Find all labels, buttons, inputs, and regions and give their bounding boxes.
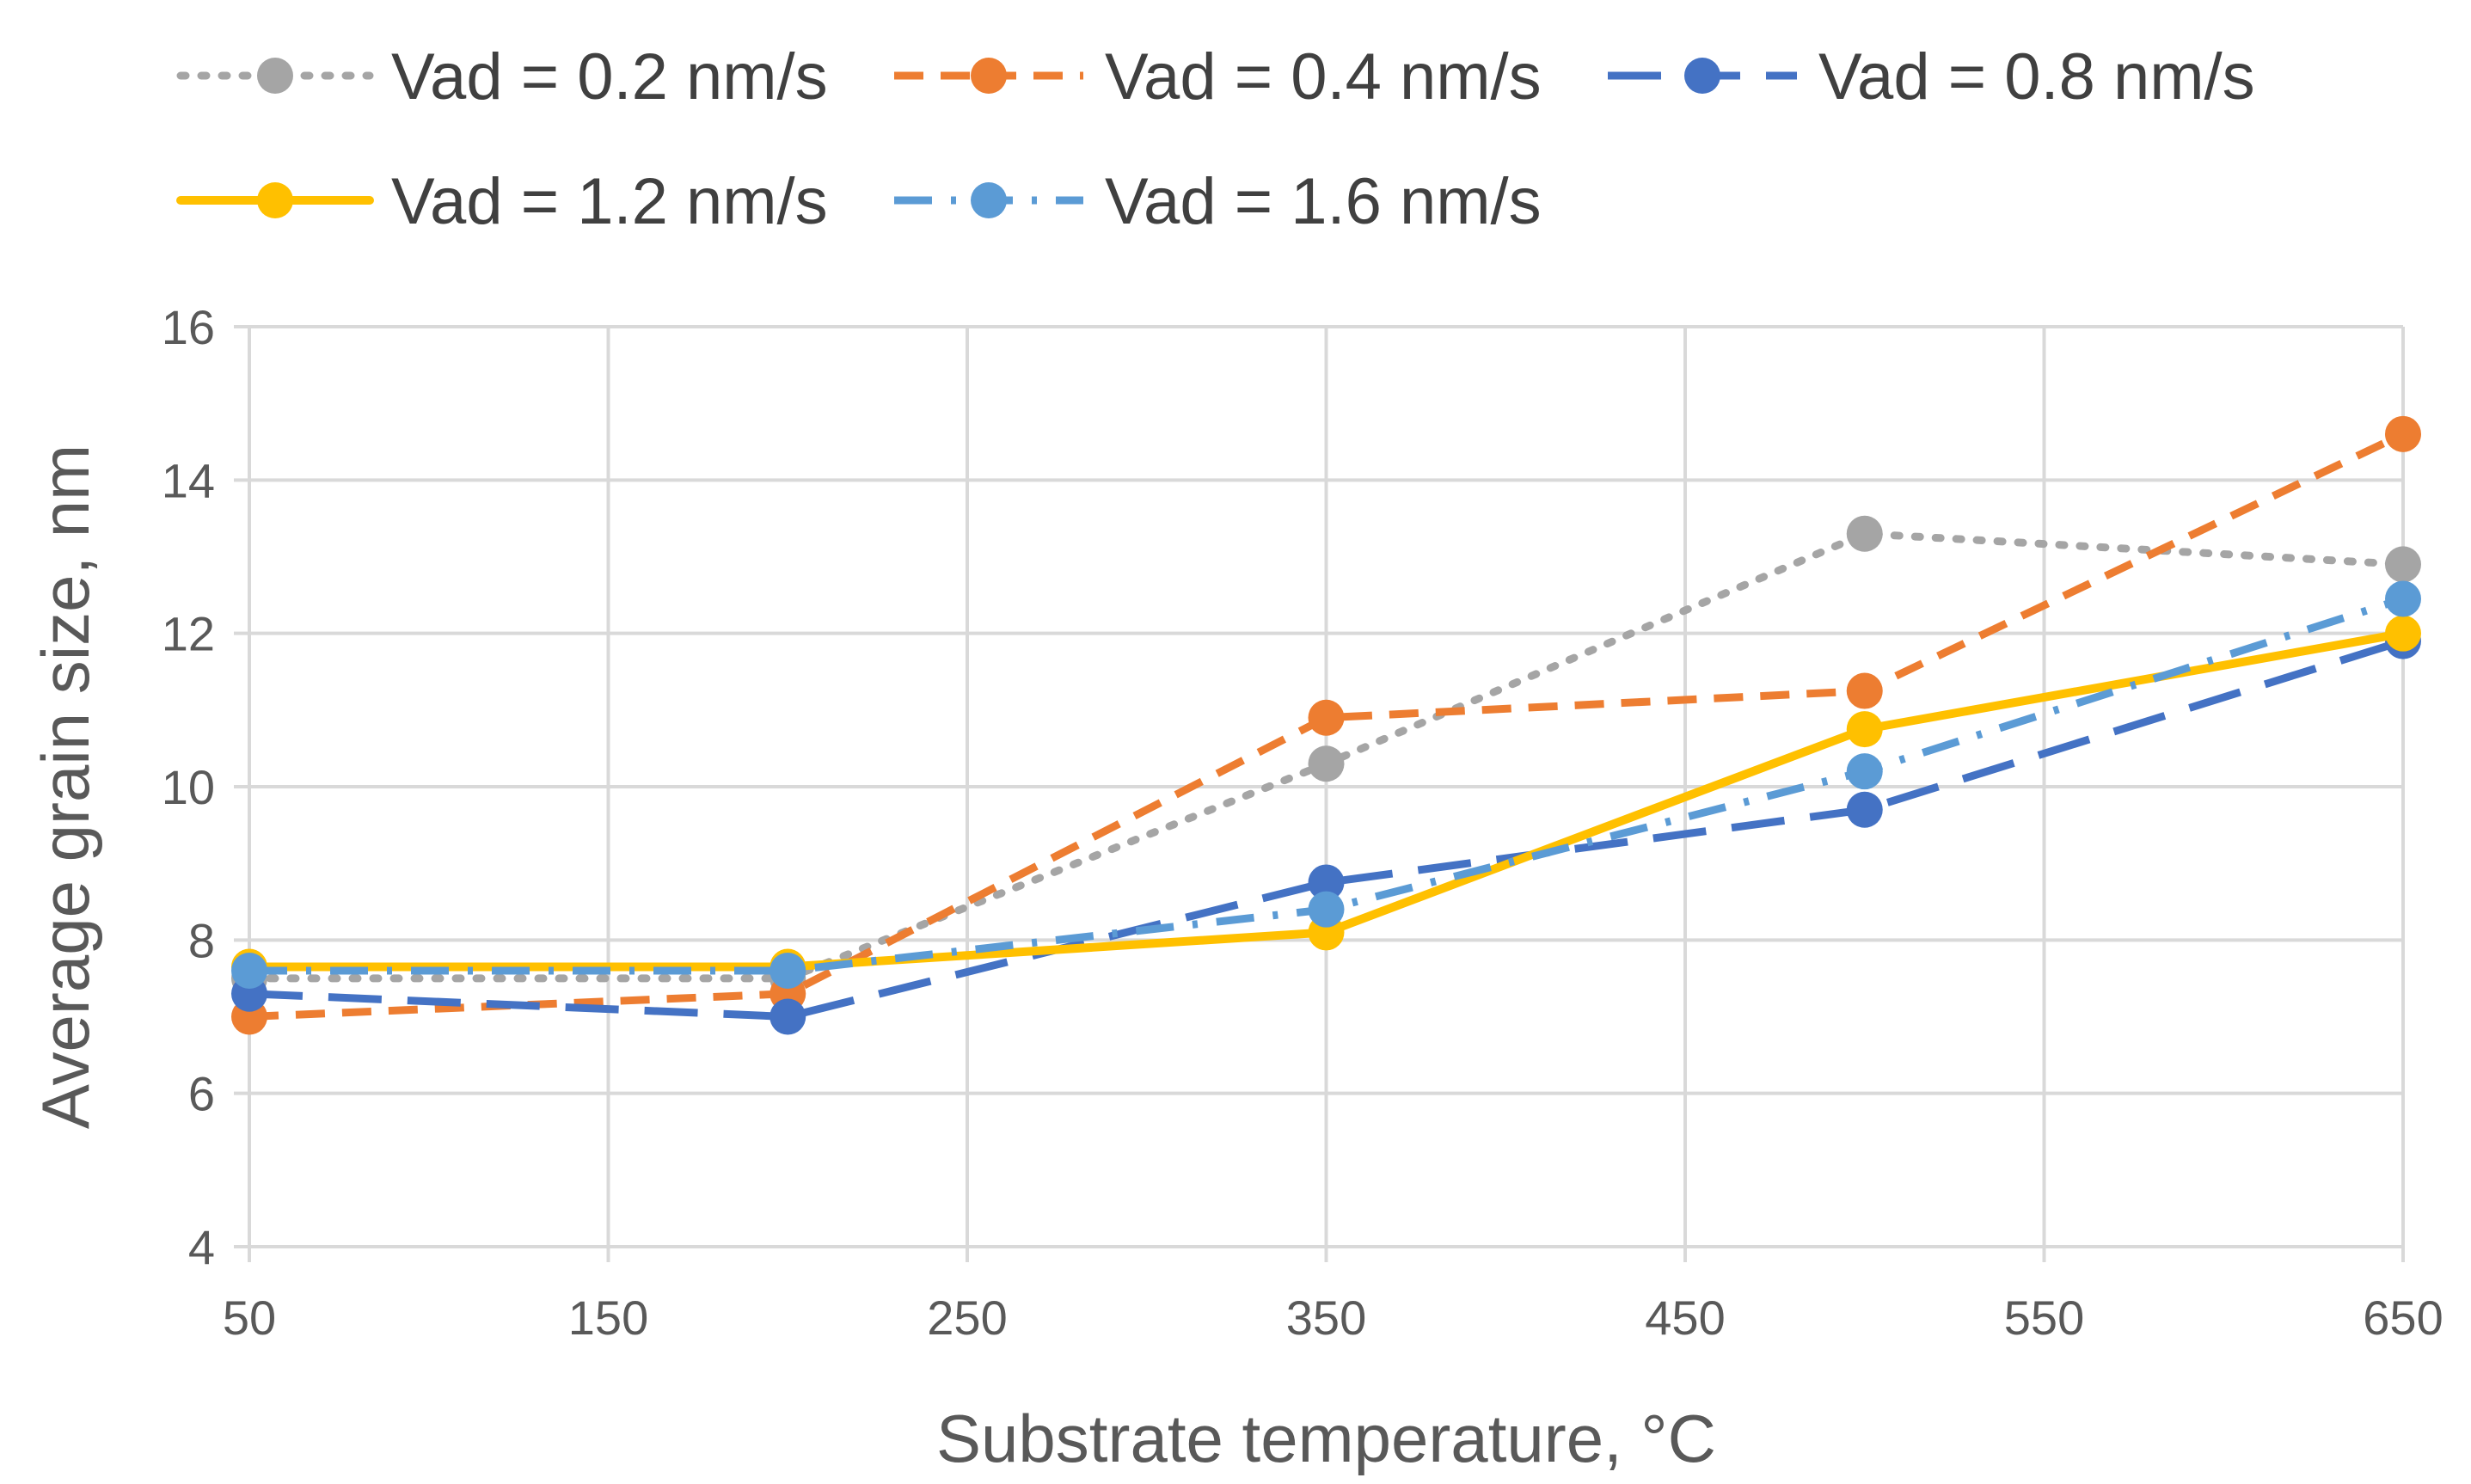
x-axis-title: Substrate temperature, °C — [936, 1401, 1716, 1476]
legend-label: Vad = 1.2 nm/s — [391, 165, 828, 238]
data-point — [1308, 745, 1345, 782]
legend-item: Vad = 1.6 nm/s — [894, 165, 1542, 238]
legend-label: Vad = 0.8 nm/s — [1818, 40, 2255, 113]
data-point — [1308, 699, 1345, 736]
series-group — [231, 415, 2421, 1035]
data-point — [1846, 515, 1883, 552]
series-line — [248, 637, 2405, 1021]
x-tick-label: 250 — [927, 1291, 1007, 1345]
legend: Vad = 0.2 nm/s Vad = 0.4 nm/s Vad = 0.8 nm… — [176, 40, 2255, 238]
x-tick-label: 450 — [1645, 1291, 1725, 1345]
x-tick-label: 150 — [568, 1291, 648, 1345]
legend-item: Vad = 1.2 nm/s — [176, 165, 828, 238]
legend-item: Vad = 0.4 nm/s — [894, 40, 1542, 113]
y-axis-title: Average grain size, nm — [28, 445, 103, 1129]
series-5 — [231, 580, 2421, 989]
data-point — [770, 953, 806, 989]
x-tick-label: 350 — [1286, 1291, 1366, 1345]
data-point — [2385, 546, 2421, 583]
legend-item: Vad = 0.2 nm/s — [176, 40, 828, 113]
data-point — [2385, 580, 2421, 617]
y-tick-label: 6 — [188, 1067, 215, 1121]
legend-swatch-marker — [257, 58, 293, 94]
y-tick-label: 8 — [188, 913, 215, 967]
legend-item: Vad = 0.8 nm/s — [1608, 40, 2255, 113]
legend-swatch-marker — [1684, 58, 1720, 94]
y-tick-label: 12 — [162, 607, 215, 661]
data-point — [1308, 864, 1345, 901]
data-point — [1846, 791, 1883, 828]
data-point — [231, 953, 267, 989]
data-point — [770, 998, 806, 1035]
data-point — [1846, 711, 1883, 748]
y-axis-ticks: 4 6 8 10 12 14 16 — [162, 300, 215, 1274]
y-tick-label: 14 — [162, 453, 215, 507]
data-point — [1846, 672, 1883, 709]
legend-swatch-marker — [257, 182, 293, 218]
y-tick-label: 16 — [162, 300, 215, 354]
legend-swatch-marker — [971, 182, 1007, 218]
y-tick-label: 10 — [162, 760, 215, 814]
legend-label: Vad = 0.4 nm/s — [1105, 40, 1542, 113]
series-line — [248, 430, 2405, 1021]
data-point — [2385, 415, 2421, 452]
grid — [234, 325, 2405, 1262]
data-point — [1308, 891, 1345, 928]
legend-label: Vad = 1.6 nm/s — [1105, 165, 1542, 238]
x-axis-ticks: 50 150 250 350 450 550 650 — [223, 1291, 2443, 1345]
data-point — [1846, 753, 1883, 790]
y-tick-label: 4 — [188, 1220, 215, 1274]
legend-label: Vad = 0.2 nm/s — [391, 40, 828, 113]
x-tick-label: 650 — [2363, 1291, 2443, 1345]
x-tick-label: 50 — [223, 1291, 276, 1345]
data-point — [2385, 615, 2421, 652]
x-tick-label: 550 — [2004, 1291, 2084, 1345]
legend-swatch-marker — [971, 58, 1007, 94]
